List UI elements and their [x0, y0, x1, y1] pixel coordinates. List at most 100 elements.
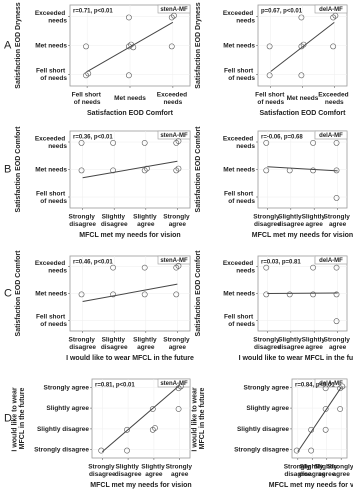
y-tick-label: Exceeded needs	[35, 10, 68, 25]
x-tick-label: Slightly disagree	[277, 336, 304, 351]
point	[78, 139, 85, 146]
x-tick-label: Slightly agree	[302, 336, 327, 351]
x-tick-label: Exceeded needs	[318, 91, 350, 106]
y-axis-label: Satisfaction EOD Dryness	[195, 2, 202, 88]
tag-box	[314, 255, 348, 265]
x-tick-label: Slightly agree	[133, 336, 158, 351]
x-axis-label: MFCL met my needs for vision	[90, 482, 191, 489]
x-axis-label: MFCL met my needs for vision	[79, 232, 180, 239]
point	[322, 406, 329, 412]
point	[110, 167, 117, 174]
x-axis-label: I would like to wear MFCL in the future	[239, 355, 353, 362]
y-tick-label: Exceeded needs	[35, 260, 68, 275]
point	[173, 264, 180, 271]
x-tick-label: Strongly disagree	[284, 463, 312, 478]
point	[332, 12, 339, 19]
point	[98, 447, 105, 454]
point	[177, 383, 184, 390]
point	[333, 318, 340, 325]
point	[286, 167, 293, 174]
y-tick-label: Slightly disagree	[37, 426, 89, 433]
point	[333, 139, 340, 146]
x-axis-label: Satisfaction EOD Comfort	[260, 110, 347, 117]
point	[333, 194, 340, 201]
x-tick-label: Slightly disagree	[299, 463, 326, 478]
x-tick-label: Strongly disagree	[69, 213, 97, 228]
x-tick-label: Strongly agree	[163, 213, 191, 228]
point	[152, 425, 158, 431]
tag: delA-MF	[319, 133, 343, 139]
annotation: r=0.46, p<0.01	[73, 260, 113, 266]
point	[168, 14, 175, 21]
y-tick-label: Exceeded needs	[223, 260, 256, 275]
point	[175, 262, 182, 269]
y-axis-label: I would like to wear MFCL in the future	[191, 385, 206, 451]
y-tick-label: Met needs	[223, 42, 255, 49]
tag: delA-MF	[319, 258, 343, 264]
point	[263, 264, 270, 271]
panel-letter: D	[4, 412, 12, 424]
point	[337, 406, 344, 412]
y-tick-label: Met needs	[35, 42, 67, 49]
y-axis-label: Satisfaction EOD Comfort	[195, 126, 202, 213]
tag: delA-MF	[319, 7, 343, 13]
x-tick-label: Strongly agree	[166, 463, 194, 478]
point	[85, 70, 92, 77]
point	[78, 291, 85, 298]
point	[175, 165, 182, 172]
point	[141, 264, 148, 271]
point	[308, 447, 315, 454]
point	[333, 167, 340, 174]
trend-line	[101, 384, 181, 453]
x-axis-label: Satisfaction EOD Comfort	[87, 110, 174, 117]
tag: stenA-MF	[160, 133, 188, 139]
y-tick-label: Strongly disagree	[234, 446, 289, 453]
point	[141, 139, 148, 146]
point	[173, 167, 180, 174]
point	[300, 41, 307, 48]
x-tick-label: Strongly agree	[327, 463, 353, 478]
point	[125, 43, 132, 50]
annotation: r=-0.06, p=0.68	[261, 135, 303, 141]
point	[175, 385, 182, 392]
trend-line	[82, 283, 178, 303]
point	[110, 291, 117, 298]
x-tick-label: Strongly disagree	[253, 336, 281, 351]
y-tick-label: Fell short of needs	[224, 313, 255, 328]
tag: stenA-MF	[160, 7, 188, 13]
tag-box	[314, 4, 348, 14]
y-tick-label: Slightly disagree	[237, 426, 289, 433]
y-tick-label: Fell short of needs	[36, 190, 67, 205]
point	[175, 406, 182, 412]
point	[124, 447, 130, 454]
point	[308, 426, 315, 433]
point	[173, 291, 180, 298]
point	[298, 72, 305, 79]
annotation: r=0.71, p<0.01	[73, 9, 113, 15]
tag: stenA-MF	[160, 258, 188, 264]
y-tick-label: Strongly agree	[43, 384, 89, 391]
tag-box	[314, 378, 348, 388]
x-axis-label: MFCL met my needs for vision	[269, 482, 353, 489]
point	[110, 264, 117, 271]
point	[298, 14, 305, 21]
y-axis-label: Satisfaction EOD Dryness	[15, 2, 22, 88]
point	[143, 165, 150, 172]
x-tick-label: Strongly agree	[324, 213, 352, 228]
tag-box	[314, 130, 348, 140]
panel-letter: A	[4, 39, 12, 51]
point	[310, 264, 317, 271]
annotation: r=0.84, p<0.01	[295, 383, 335, 389]
point	[330, 14, 337, 21]
y-tick-label: Fell short of needs	[36, 67, 67, 82]
point	[263, 139, 270, 146]
y-tick-label: Exceeded needs	[35, 135, 68, 150]
y-tick-label: Met needs	[223, 290, 255, 297]
y-axis-label: Satisfaction EOD Comfort	[15, 250, 22, 337]
point	[293, 447, 300, 454]
point	[298, 43, 305, 50]
y-tick-label: Slightly agree	[46, 405, 89, 412]
annotation: p=0.67, p<0.01	[261, 9, 303, 15]
x-tick-label: Strongly disagree	[88, 463, 116, 478]
point	[337, 385, 344, 392]
